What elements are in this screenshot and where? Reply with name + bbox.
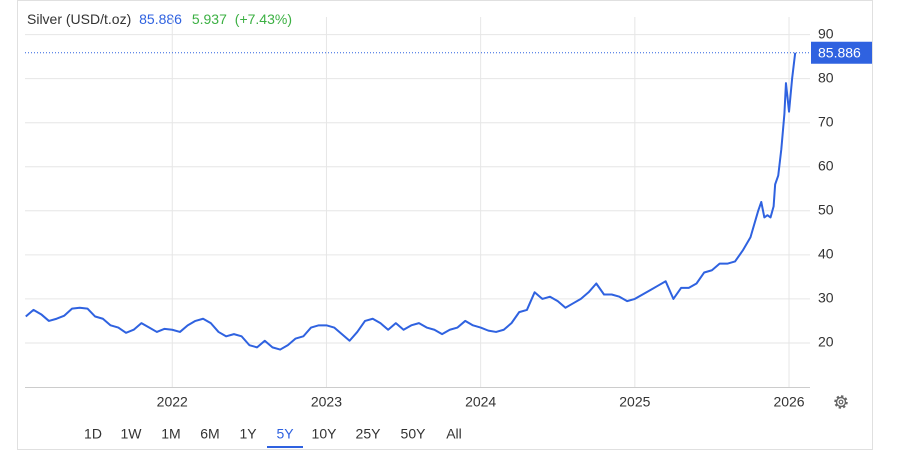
- x-tick-label: 2023: [311, 394, 342, 410]
- range-button[interactable]: 50Y: [401, 426, 427, 442]
- change-percent: (+7.43%): [235, 11, 292, 27]
- range-button[interactable]: 1W: [121, 426, 143, 442]
- last-price-label: 85.886: [818, 44, 861, 60]
- gear-teeth: [834, 395, 848, 409]
- x-tick-label: 2025: [619, 394, 650, 410]
- y-tick-label: 90: [818, 25, 834, 41]
- range-button[interactable]: 25Y: [356, 426, 382, 442]
- y-tick-label: 30: [818, 290, 834, 306]
- x-tick-label: 2024: [465, 394, 496, 410]
- last-value: 85.886: [139, 11, 182, 27]
- y-tick-label: 80: [818, 69, 834, 85]
- range-button[interactable]: 1Y: [239, 426, 257, 442]
- change: 5.937: [192, 11, 227, 27]
- chart-title: Silver (USD/t.oz): [27, 11, 131, 27]
- gear-ring: [835, 396, 847, 408]
- y-tick-label: 60: [818, 157, 834, 173]
- range-button[interactable]: All: [446, 426, 462, 442]
- price-line: [25, 52, 797, 351]
- range-button[interactable]: 6M: [200, 426, 219, 442]
- gear-hub: [838, 399, 844, 405]
- range-button[interactable]: 10Y: [312, 426, 338, 442]
- range-button[interactable]: 1D: [84, 426, 102, 442]
- widget-frame: [17, 0, 873, 450]
- x-tick-label: 2022: [157, 394, 188, 410]
- y-tick-label: 40: [818, 246, 834, 262]
- range-button[interactable]: 5Y: [276, 426, 294, 442]
- settings-icon[interactable]: [834, 395, 848, 409]
- y-tick-label: 20: [818, 334, 834, 350]
- y-tick-label: 50: [818, 202, 834, 218]
- last-price-box: [811, 41, 872, 64]
- header: Silver (USD/t.oz) 85.886 5.937 (+7.43%): [27, 11, 292, 27]
- x-tick-label: 2026: [773, 394, 804, 410]
- y-tick-label: 70: [818, 113, 834, 129]
- range-button[interactable]: 1M: [161, 426, 180, 442]
